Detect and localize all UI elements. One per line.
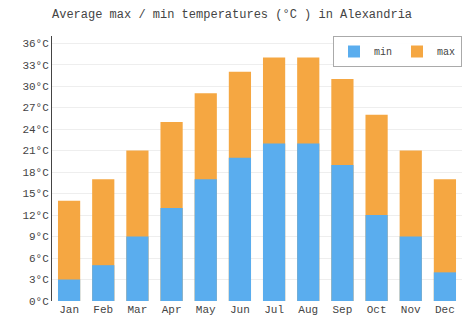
svg-text:Average max / min temperatures: Average max / min temperatures (°C ) in … — [52, 8, 412, 22]
svg-text:max: max — [437, 47, 455, 58]
svg-text:Feb: Feb — [93, 304, 113, 316]
svg-text:27°C: 27°C — [22, 102, 49, 114]
svg-text:12°C: 12°C — [22, 210, 49, 222]
svg-text:Dec: Dec — [435, 304, 455, 316]
svg-text:0°C: 0°C — [29, 296, 49, 308]
svg-text:33°C: 33°C — [22, 60, 49, 72]
svg-text:Aug: Aug — [298, 304, 318, 316]
svg-text:Jan: Jan — [59, 304, 79, 316]
svg-text:Jul: Jul — [264, 304, 284, 316]
svg-text:9°C: 9°C — [29, 231, 49, 243]
svg-text:24°C: 24°C — [22, 124, 49, 136]
svg-text:21°C: 21°C — [22, 145, 49, 157]
svg-text:3°C: 3°C — [29, 274, 49, 286]
svg-text:36°C: 36°C — [22, 38, 49, 50]
svg-text:15°C: 15°C — [22, 188, 49, 200]
svg-text:Sep: Sep — [333, 304, 353, 316]
svg-text:May: May — [196, 304, 216, 316]
svg-text:Mar: Mar — [128, 304, 148, 316]
svg-text:30°C: 30°C — [22, 81, 49, 93]
svg-text:18°C: 18°C — [22, 167, 49, 179]
svg-text:Oct: Oct — [367, 304, 387, 316]
svg-text:Jun: Jun — [230, 304, 250, 316]
svg-text:min: min — [374, 47, 392, 58]
svg-text:6°C: 6°C — [29, 253, 49, 265]
svg-text:Nov: Nov — [401, 304, 421, 316]
svg-text:Apr: Apr — [162, 304, 182, 316]
